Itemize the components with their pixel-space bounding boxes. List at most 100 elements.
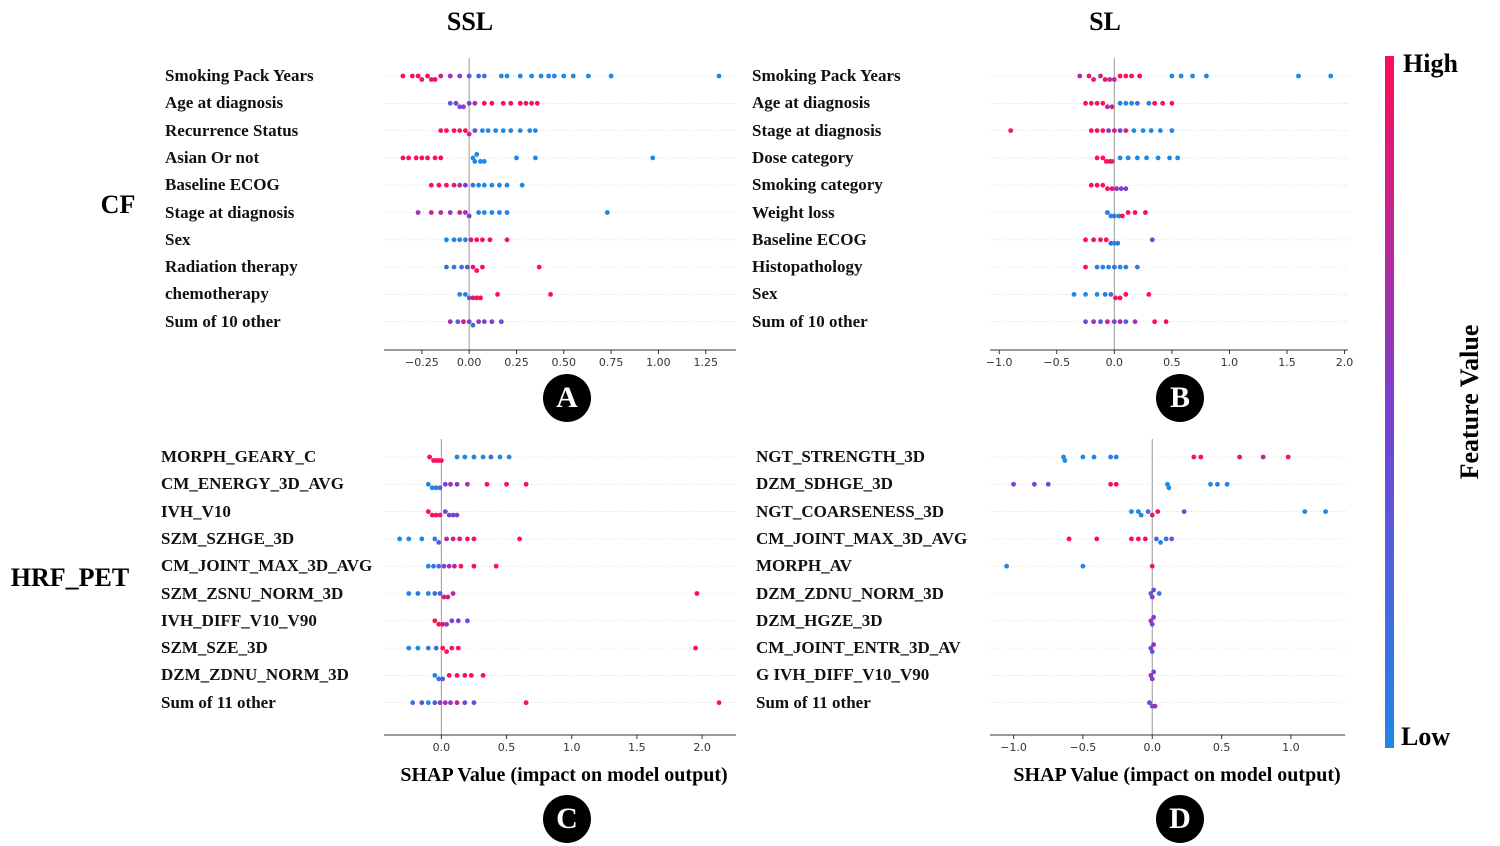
shap-point: [1045, 481, 1051, 487]
shap-point: [480, 673, 486, 678]
shap-point: [1147, 700, 1152, 706]
shap-point: [462, 128, 468, 134]
shap-point: [1108, 481, 1114, 487]
shap-point: [1149, 621, 1155, 627]
shap-point: [1123, 186, 1129, 192]
feature-label: CM_JOINT_ENTR_3D_AV: [756, 638, 961, 658]
shap-point: [438, 73, 444, 79]
shap-point: [514, 155, 519, 161]
shap-point: [419, 700, 425, 706]
x-tick-label: −0.25: [405, 356, 439, 369]
shap-point: [459, 264, 464, 270]
shap-point: [1151, 587, 1157, 593]
shap-point: [446, 563, 452, 569]
feature-label: NGT_COARSENESS_3D: [756, 501, 944, 521]
shap-point: [546, 73, 552, 79]
shap-point: [1123, 73, 1129, 79]
shap-point: [1108, 213, 1114, 219]
shap-point: [694, 591, 700, 596]
shap-point: [532, 128, 538, 134]
shap-point: [432, 591, 438, 596]
feature-label: DZM_ZDNU_NORM_3D: [756, 583, 944, 603]
shap-point: [1080, 563, 1086, 569]
shap-point: [1140, 128, 1146, 134]
x-tick-label: 0.25: [504, 356, 529, 369]
shap-point: [1109, 159, 1115, 164]
shap-point: [457, 182, 463, 188]
shap-point: [489, 100, 495, 106]
shap-point: [462, 673, 468, 678]
shap-point: [1302, 509, 1308, 514]
shap-point: [425, 73, 430, 79]
shap-point: [1151, 614, 1157, 620]
shap-point: [1113, 295, 1118, 301]
shap-point: [466, 295, 472, 301]
shap-point: [1103, 237, 1109, 243]
shap-point: [466, 213, 472, 219]
shap-point: [444, 128, 449, 134]
shap-point: [474, 295, 480, 301]
shap-point: [716, 73, 722, 79]
shap-point: [548, 292, 553, 297]
shap-point: [608, 73, 614, 79]
shap-point: [1163, 536, 1169, 542]
shap-point: [497, 210, 502, 215]
shap-point: [1100, 182, 1106, 188]
shap-point: [440, 676, 446, 682]
shap-point: [466, 319, 472, 325]
shap-point: [1146, 100, 1152, 106]
x-tick-label: 0.0: [433, 741, 451, 754]
shap-point: [1094, 100, 1100, 106]
shap-point: [440, 621, 446, 627]
shap-point: [1175, 155, 1181, 161]
shap-point: [1149, 594, 1155, 600]
shap-point: [444, 536, 449, 542]
shap-point: [1117, 319, 1123, 325]
shap-point: [493, 563, 499, 569]
shap-point: [415, 210, 421, 215]
feature-label: Stage at diagnosis: [165, 202, 295, 222]
shap-point: [453, 100, 459, 106]
shap-point: [1105, 186, 1110, 192]
shap-point: [400, 73, 406, 79]
shap-point: [504, 210, 510, 215]
shap-point: [1111, 213, 1117, 219]
shap-point: [508, 100, 514, 106]
shap-point: [1285, 454, 1291, 460]
shap-point: [458, 563, 464, 569]
shap-point: [464, 264, 470, 270]
shap-point: [413, 155, 419, 161]
shap-point: [1144, 155, 1149, 161]
shap-point: [450, 591, 456, 596]
shap-point: [1123, 100, 1129, 106]
feature-label: Radiation therapy: [165, 257, 298, 277]
feature-label: Weight loss: [752, 202, 835, 222]
x-tick-label: −1.0: [986, 356, 1013, 369]
panel-badge-d: D: [1156, 795, 1204, 843]
x-tick-label: 0.50: [552, 356, 577, 369]
shap-point: [449, 618, 455, 624]
shap-point: [1237, 454, 1243, 460]
shap-point: [1111, 264, 1117, 270]
shap-point: [457, 104, 463, 110]
shap-point: [1123, 292, 1129, 297]
shap-point: [1094, 292, 1100, 297]
shap-point: [1105, 319, 1110, 325]
shap-point: [1169, 100, 1175, 106]
shap-point: [1215, 481, 1220, 487]
shap-point: [495, 292, 500, 297]
shap-point: [1094, 536, 1100, 542]
shap-point: [500, 128, 506, 134]
feature-label: Sum of 10 other: [752, 311, 868, 331]
feature-label: DZM_HGZE_3D: [756, 610, 883, 630]
shap-point: [504, 73, 510, 79]
shap-point: [433, 645, 439, 651]
shap-point: [415, 591, 421, 596]
shap-point: [1107, 77, 1113, 82]
shap-point: [1151, 642, 1157, 647]
shap-point: [437, 591, 443, 596]
shap-point: [1129, 536, 1134, 542]
shap-point: [1191, 454, 1197, 460]
shap-point: [1149, 512, 1155, 518]
feature-label: Sum of 11 other: [161, 692, 276, 712]
